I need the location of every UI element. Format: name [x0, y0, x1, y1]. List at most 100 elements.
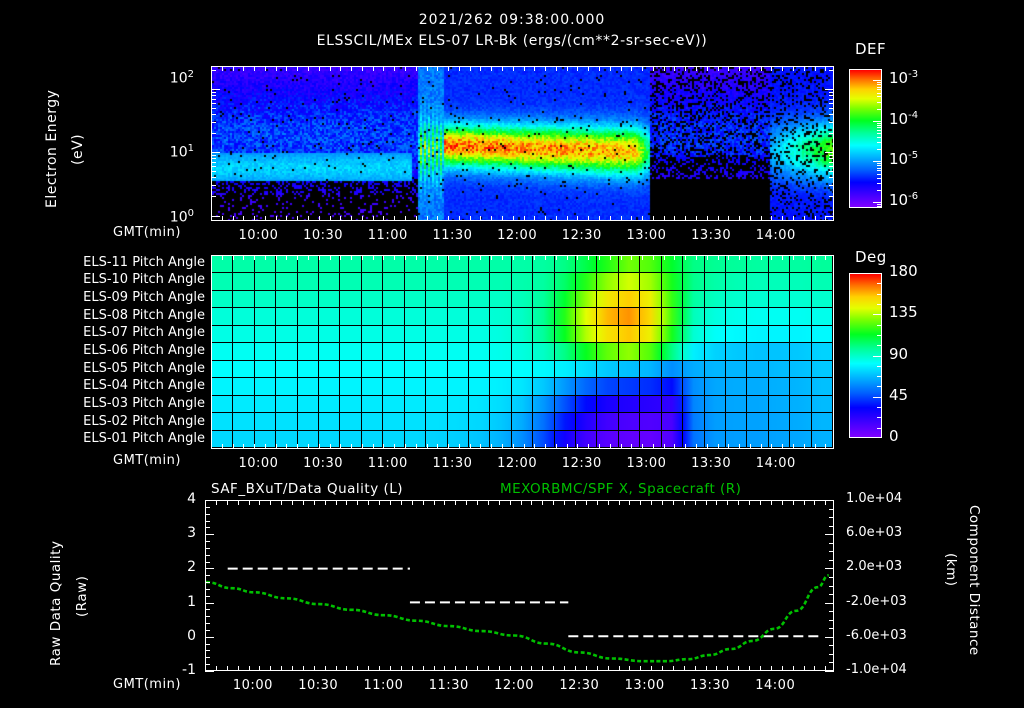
- pitch-angle-cell: [554, 256, 577, 274]
- pitch-angle-x-tick: [459, 255, 460, 260]
- bottom-y-tick-label-right: 1.0e+04: [846, 491, 903, 506]
- deg-colorbar-minor-tick: [877, 283, 882, 285]
- pitch-angle-panel[interactable]: [211, 255, 834, 449]
- pitch-angle-cell: [404, 378, 427, 396]
- spectrogram-y-minor-tick: [829, 114, 834, 116]
- bottom-x-tick: [662, 500, 663, 505]
- spectrogram-x-tick: [771, 66, 772, 71]
- spectrogram-x-tick: [276, 216, 277, 221]
- pitch-angle-cell: [276, 343, 298, 361]
- bottom-x-tick: [281, 500, 282, 505]
- bottom-x-tick: [205, 500, 206, 505]
- spectrogram-x-tick: [545, 216, 546, 221]
- bottom-x-tick: [727, 500, 728, 505]
- bottom-x-tick: [423, 666, 424, 671]
- pitch-angle-cell: [468, 290, 491, 309]
- pitch-angle-cell: [297, 256, 320, 274]
- bottom-x-tick: [793, 500, 794, 505]
- bottom-x-tick: [760, 666, 761, 671]
- spectrogram-x-tick: [437, 66, 438, 71]
- pitch-angle-x-tick: [815, 444, 816, 449]
- pitch-angle-x-tick: [707, 444, 708, 449]
- pitch-angle-x-tick: [761, 444, 762, 449]
- pitch-angle-cell: [768, 413, 791, 431]
- bottom-x-tick: [249, 666, 250, 671]
- spectrogram-x-tick: [664, 216, 665, 221]
- spectrogram-x-tick: [448, 216, 449, 221]
- bottom-x-tick: [303, 500, 304, 505]
- pitch-angle-cell: [554, 360, 577, 379]
- bottom-y-major-tick-right: [825, 568, 834, 570]
- spectrogram-y-minor-tick: [211, 114, 216, 116]
- bottom-x-tick: [379, 500, 380, 505]
- pitch-angle-cell: [319, 308, 341, 326]
- bottom-x-tick: [477, 666, 478, 671]
- bottom-x-tick: [684, 500, 685, 505]
- spectrogram-y-minor-tick: [211, 171, 216, 173]
- pitch-angle-cell: [212, 290, 234, 309]
- spectrogram-x-tick: [470, 216, 471, 221]
- pitch-angle-cell: [576, 325, 598, 344]
- bottom-y-minor-tick-right: [829, 628, 834, 630]
- pitch-angle-cell: [276, 290, 298, 309]
- pitch-angle-cell: [661, 430, 684, 448]
- pitch-angle-cell: [212, 273, 234, 291]
- deg-colorbar-minor-tick: [877, 386, 882, 388]
- pitch-angle-x-tick: [534, 255, 535, 260]
- pitch-angle-cell: [661, 360, 684, 379]
- pitch-angle-cell: [254, 378, 277, 396]
- spectrogram-y-minor-tick: [829, 69, 834, 71]
- bottom-y-major-tick-left: [205, 568, 214, 570]
- pitch-angle-cell: [233, 290, 255, 309]
- spectrogram-ylabel-line1: Electron Energy: [44, 89, 60, 208]
- spectrogram-x-tick: [825, 66, 826, 71]
- pitch-angle-cell: [447, 378, 469, 396]
- def-colorbar-minor-tick: [877, 142, 882, 144]
- pitch-angle-cell: [640, 395, 662, 414]
- pitch-angle-x-tick: [405, 255, 406, 260]
- bottom-x-tick: [499, 500, 500, 505]
- bottom-y-tick-label-right: 6.0e+03: [846, 525, 903, 541]
- deg-colorbar-minor-tick: [877, 324, 882, 326]
- spectrogram-y-minor-tick: [829, 107, 834, 109]
- pitch-angle-x-tick-label: 13:00: [626, 456, 667, 471]
- pitch-angle-cell: [490, 308, 512, 326]
- pitch-angle-x-tick: [588, 255, 589, 260]
- bottom-x-tick: [434, 500, 435, 505]
- deg-colorbar-title: Deg: [855, 248, 887, 266]
- pitch-angle-cell: [468, 360, 491, 379]
- bottom-x-tick-label: 13:00: [624, 678, 665, 693]
- pitch-angle-x-tick: [470, 444, 471, 449]
- bottom-ylabel-right-line2: (km): [943, 553, 959, 587]
- spectrogram-x-tick: [405, 216, 406, 221]
- pitch-angle-cell: [383, 308, 405, 326]
- spectrogram-x-tick: [243, 66, 244, 71]
- bottom-x-tick: [227, 500, 228, 505]
- pitch-angle-cell: [597, 273, 619, 291]
- bottom-x-tick: [314, 666, 315, 671]
- spectrogram-y-tick-label: 101: [169, 143, 194, 161]
- spectrogram-x-tick: [502, 66, 503, 71]
- bottom-x-tick: [716, 666, 717, 671]
- pitch-angle-x-tick: [621, 255, 622, 260]
- spectrogram-x-tick: [750, 66, 751, 71]
- pitch-angle-cell: [447, 308, 469, 326]
- bottom-x-tick-label: 10:00: [232, 678, 273, 693]
- spectrogram-y-minor-tick: [829, 91, 834, 93]
- pitch-angle-cell: [576, 395, 598, 414]
- bottom-x-tick: [825, 500, 826, 505]
- spectrogram-x-tick: [502, 216, 503, 221]
- pitch-angle-cell: [704, 360, 726, 379]
- deg-colorbar-major-tick: [873, 437, 882, 438]
- bottom-x-tick: [401, 500, 402, 505]
- data-quality-distance-panel[interactable]: [205, 500, 834, 671]
- pitch-angle-x-tick: [297, 255, 298, 260]
- pitch-angle-cell: [747, 430, 769, 448]
- pitch-angle-cell: [361, 395, 384, 414]
- pitch-angle-x-tick: [653, 255, 654, 260]
- pitch-angle-cell: [340, 256, 362, 274]
- pitch-angle-cell: [747, 395, 769, 414]
- pitch-angle-x-tick: [761, 255, 762, 260]
- pitch-angle-cell: [426, 378, 448, 396]
- electron-energy-spectrogram-panel[interactable]: [211, 66, 834, 221]
